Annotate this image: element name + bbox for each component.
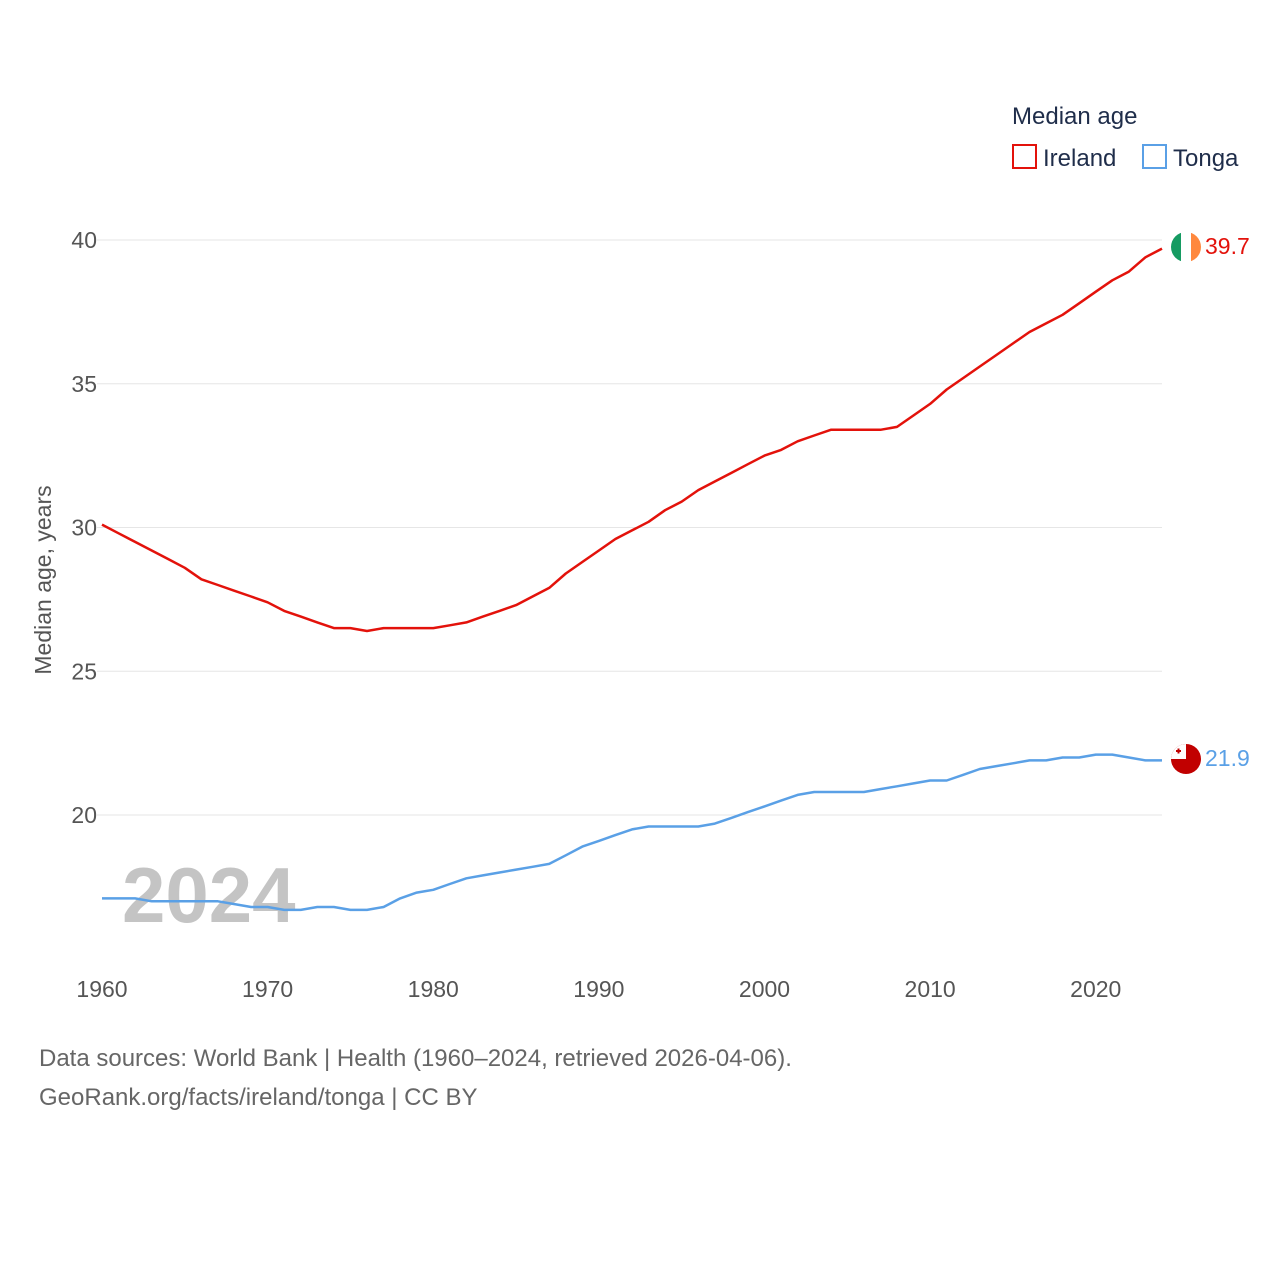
legend-swatch-tonga <box>1142 144 1167 169</box>
series-line-tonga[interactable] <box>102 753 1162 912</box>
legend-item-tonga[interactable]: Tonga <box>1142 144 1239 172</box>
legend-label-tonga: Tonga <box>1173 145 1239 172</box>
y-tick-label: 30 <box>71 515 97 541</box>
x-tick-label: 1970 <box>242 976 293 1002</box>
tonga-flag-icon <box>1171 744 1201 774</box>
y-tick-label: 20 <box>71 802 97 828</box>
x-tick-label: 2000 <box>739 976 790 1002</box>
x-axis-ticks: 1960 1970 1980 1990 2000 2010 2020 <box>76 976 1121 1002</box>
x-tick-label: 1960 <box>76 976 127 1002</box>
legend-item-ireland[interactable]: Ireland <box>1012 144 1116 172</box>
legend-label-ireland: Ireland <box>1043 145 1116 172</box>
end-label-tonga: 21.9 <box>1205 745 1250 771</box>
x-tick-label: 2020 <box>1070 976 1121 1002</box>
ireland-flag-icon <box>1171 232 1201 262</box>
x-tick-label: 1980 <box>408 976 459 1002</box>
x-tick-label: 2010 <box>905 976 956 1002</box>
footer-source-link[interactable]: GeoRank.org/facts/ireland/tonga | CC BY <box>39 1084 478 1111</box>
series-lines <box>101 247 1163 912</box>
series-line-ireland[interactable] <box>101 247 1163 633</box>
y-axis-ticks: 20 25 30 35 40 <box>71 227 97 828</box>
legend-title: Median age <box>1012 103 1137 130</box>
legend-swatch-ireland <box>1012 144 1037 169</box>
end-label-ireland: 39.7 <box>1205 233 1250 259</box>
x-tick-label: 1990 <box>573 976 624 1002</box>
y-tick-label: 35 <box>71 371 97 397</box>
y-tick-label: 40 <box>71 227 97 253</box>
y-tick-label: 25 <box>71 658 97 684</box>
gridlines <box>97 239 1162 816</box>
footer-data-sources: Data sources: World Bank | Health (1960–… <box>39 1045 792 1072</box>
y-axis-title: Median age, years <box>30 485 56 674</box>
year-watermark: 2024 <box>122 851 296 939</box>
